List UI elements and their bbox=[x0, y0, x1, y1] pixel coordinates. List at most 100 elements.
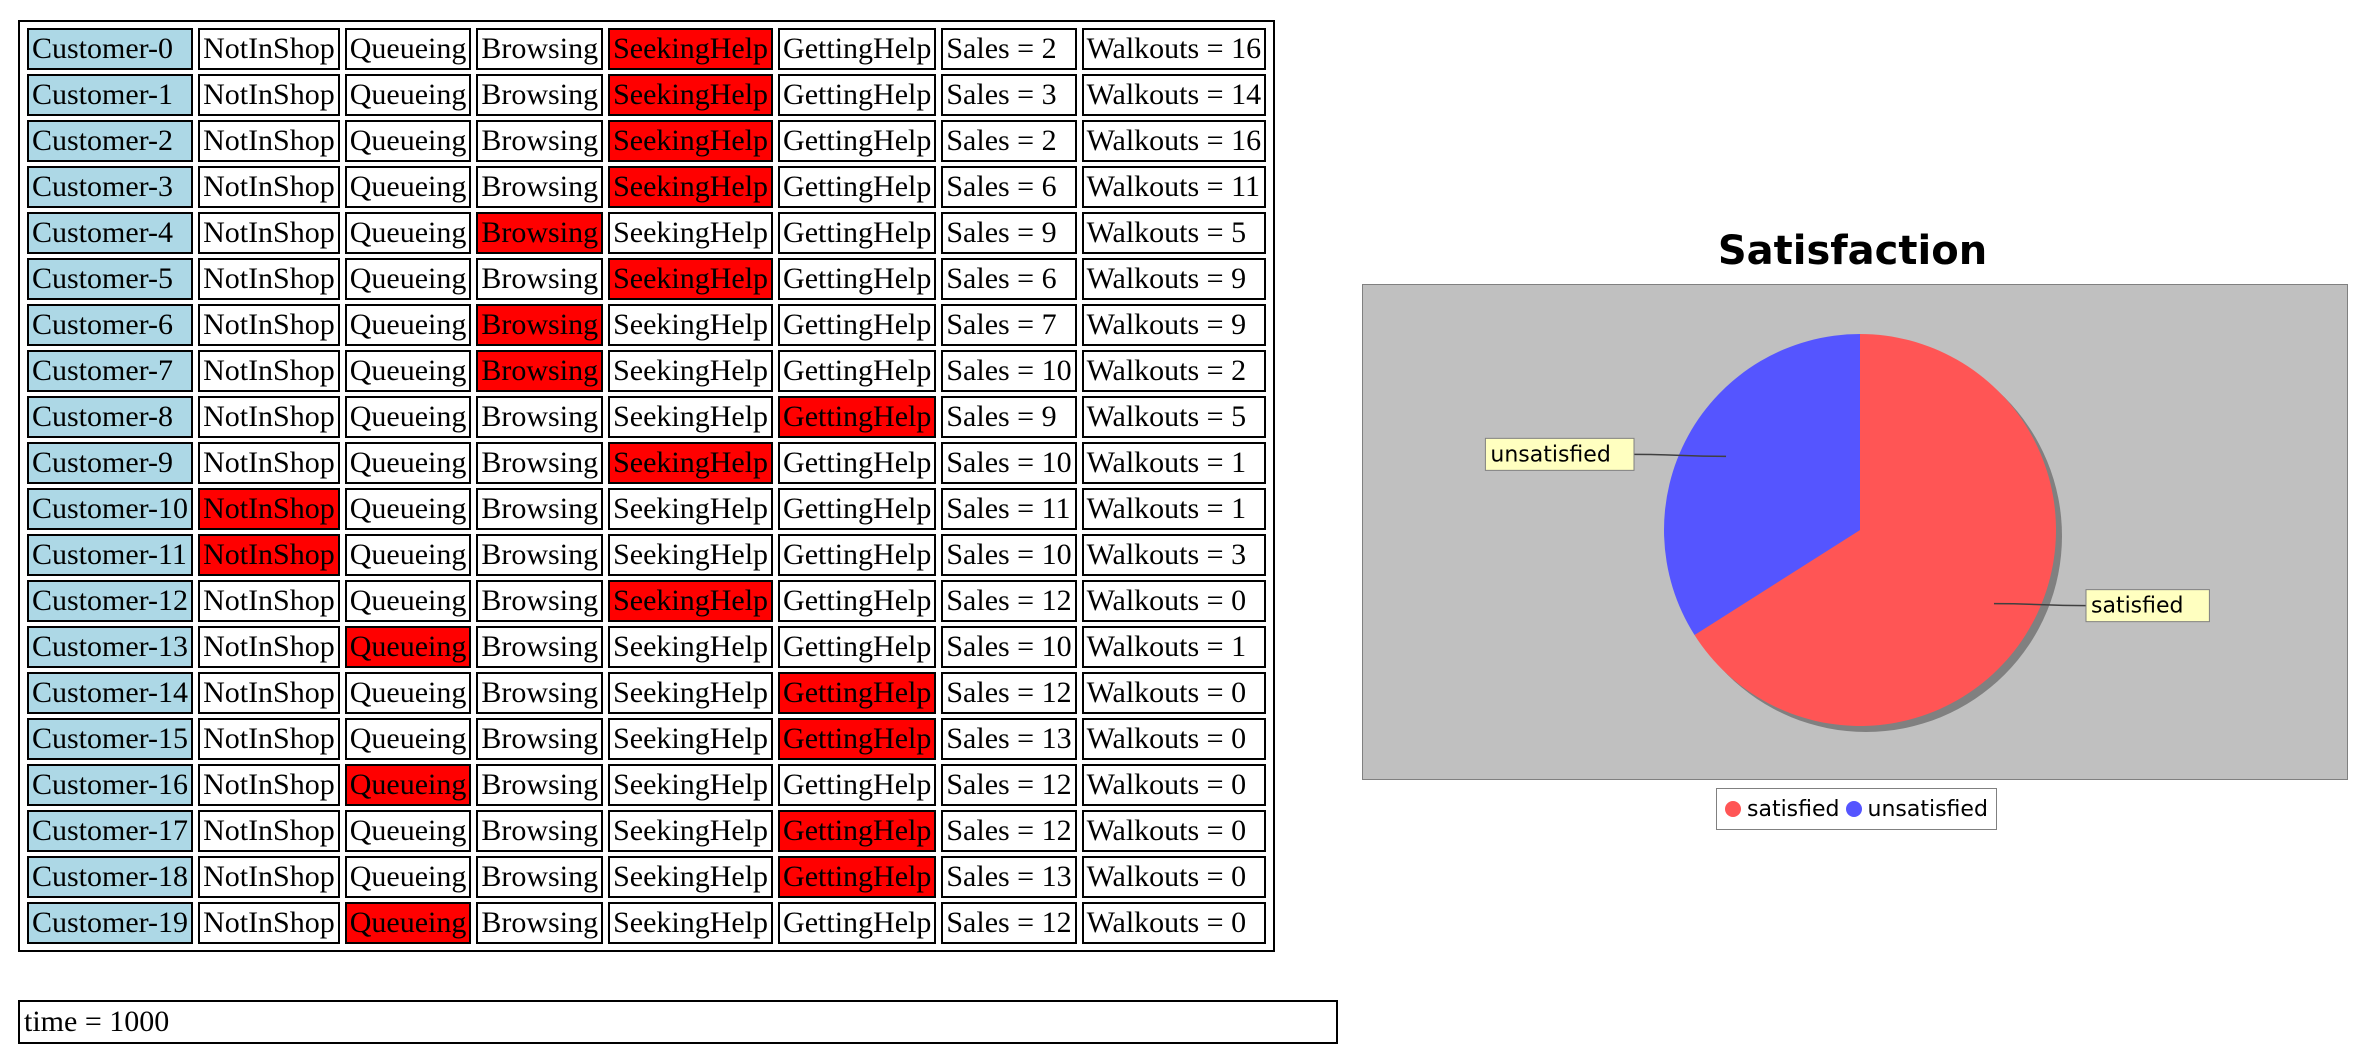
walkouts-cell: Walkouts = 0 bbox=[1081, 580, 1267, 622]
walkouts-cell: Walkouts = 14 bbox=[1081, 74, 1267, 116]
customer-name-cell: Customer-10 bbox=[27, 488, 194, 530]
customer-name-cell: Customer-16 bbox=[27, 764, 194, 806]
state-cell-getting-help: GettingHelp bbox=[778, 902, 937, 944]
customer-name-cell: Customer-2 bbox=[27, 120, 194, 162]
state-cell-getting-help: GettingHelp bbox=[778, 28, 937, 70]
state-cell-getting-help: GettingHelp bbox=[778, 74, 937, 116]
customer-name-cell: Customer-4 bbox=[27, 212, 194, 254]
table-row: Customer-9 NotInShop Queueing Browsing Seeki… bbox=[27, 442, 1267, 484]
state-cell-browsing: Browsing bbox=[476, 442, 604, 484]
state-cell-getting-help: GettingHelp bbox=[778, 810, 937, 852]
table-row: Customer-2 NotInShop Queueing Browsing Seeki… bbox=[27, 120, 1267, 162]
state-cell-not-in-shop: NotInShop bbox=[198, 166, 340, 208]
state-cell-seeking-help: SeekingHelp bbox=[608, 28, 774, 70]
state-cell-browsing: Browsing bbox=[476, 212, 604, 254]
state-cell-not-in-shop: NotInShop bbox=[198, 856, 340, 898]
state-cell-browsing: Browsing bbox=[476, 534, 604, 576]
sales-cell: Sales = 2 bbox=[941, 120, 1077, 162]
state-cell-seeking-help: SeekingHelp bbox=[608, 626, 774, 668]
table-row: Customer-3 NotInShop Queueing Browsing Seeki… bbox=[27, 166, 1267, 208]
state-cell-seeking-help: SeekingHelp bbox=[608, 672, 774, 714]
state-cell-queueing: Queueing bbox=[344, 258, 472, 300]
state-cell-not-in-shop: NotInShop bbox=[198, 764, 340, 806]
state-cell-getting-help: GettingHelp bbox=[778, 672, 937, 714]
state-cell-queueing: Queueing bbox=[344, 212, 472, 254]
state-cell-browsing: Browsing bbox=[476, 74, 604, 116]
state-cell-seeking-help: SeekingHelp bbox=[608, 488, 774, 530]
pie-label-text: satisfied bbox=[2091, 594, 2184, 619]
table-row: Customer-15 NotInShop Queueing Browsing Seek… bbox=[27, 718, 1267, 760]
pie-slice-unsatisfied bbox=[1664, 334, 1860, 636]
state-cell-not-in-shop: NotInShop bbox=[198, 902, 340, 944]
walkouts-cell: Walkouts = 5 bbox=[1081, 212, 1267, 254]
table-row: Customer-12 NotInShop Queueing Browsing Seek… bbox=[27, 580, 1267, 622]
state-cell-queueing: Queueing bbox=[344, 166, 472, 208]
sales-cell: Sales = 9 bbox=[941, 212, 1077, 254]
state-cell-browsing: Browsing bbox=[476, 580, 604, 622]
sales-cell: Sales = 3 bbox=[941, 74, 1077, 116]
state-cell-not-in-shop: NotInShop bbox=[198, 810, 340, 852]
table-row: Customer-4 NotInShop Queueing Browsing Seeki… bbox=[27, 212, 1267, 254]
state-cell-browsing: Browsing bbox=[476, 672, 604, 714]
state-cell-not-in-shop: NotInShop bbox=[198, 74, 340, 116]
state-cell-queueing: Queueing bbox=[344, 534, 472, 576]
sales-cell: Sales = 12 bbox=[941, 764, 1077, 806]
walkouts-cell: Walkouts = 0 bbox=[1081, 810, 1267, 852]
state-cell-not-in-shop: NotInShop bbox=[198, 304, 340, 346]
state-cell-getting-help: GettingHelp bbox=[778, 350, 937, 392]
table-row: Customer-17 NotInShop Queueing Browsing Seek… bbox=[27, 810, 1267, 852]
customer-name-cell: Customer-15 bbox=[27, 718, 194, 760]
table-row: Customer-13 NotInShop Queueing Browsing Seek… bbox=[27, 626, 1267, 668]
state-cell-queueing: Queueing bbox=[344, 764, 472, 806]
legend-item-satisfied: satisfied bbox=[1725, 797, 1840, 822]
customer-name-cell: Customer-5 bbox=[27, 258, 194, 300]
chart-legend: satisfied unsatisfied bbox=[1716, 788, 1997, 830]
table-row: Customer-7 NotInShop Queueing Browsing Seeki… bbox=[27, 350, 1267, 392]
sales-cell: Sales = 7 bbox=[941, 304, 1077, 346]
customer-state-table: Customer-0 NotInShop Queueing Browsing Seeki… bbox=[22, 24, 1271, 948]
state-cell-getting-help: GettingHelp bbox=[778, 580, 937, 622]
pie-plot-area: satisfied unsatisfied bbox=[1362, 284, 2348, 780]
state-cell-getting-help: GettingHelp bbox=[778, 488, 937, 530]
sales-cell: Sales = 6 bbox=[941, 166, 1077, 208]
state-cell-seeking-help: SeekingHelp bbox=[608, 258, 774, 300]
walkouts-cell: Walkouts = 3 bbox=[1081, 534, 1267, 576]
state-cell-not-in-shop: NotInShop bbox=[198, 120, 340, 162]
customer-name-cell: Customer-19 bbox=[27, 902, 194, 944]
state-cell-seeking-help: SeekingHelp bbox=[608, 902, 774, 944]
customer-name-cell: Customer-13 bbox=[27, 626, 194, 668]
sales-cell: Sales = 12 bbox=[941, 580, 1077, 622]
state-cell-not-in-shop: NotInShop bbox=[198, 396, 340, 438]
state-cell-seeking-help: SeekingHelp bbox=[608, 304, 774, 346]
state-cell-getting-help: GettingHelp bbox=[778, 442, 937, 484]
state-cell-queueing: Queueing bbox=[344, 442, 472, 484]
sales-cell: Sales = 2 bbox=[941, 28, 1077, 70]
state-cell-browsing: Browsing bbox=[476, 28, 604, 70]
walkouts-cell: Walkouts = 5 bbox=[1081, 396, 1267, 438]
walkouts-cell: Walkouts = 1 bbox=[1081, 442, 1267, 484]
state-cell-queueing: Queueing bbox=[344, 810, 472, 852]
customer-name-cell: Customer-8 bbox=[27, 396, 194, 438]
pie-label-unsatisfied: unsatisfied bbox=[1484, 437, 1727, 471]
legend-label: satisfied bbox=[1747, 796, 1840, 822]
walkouts-cell: Walkouts = 2 bbox=[1081, 350, 1267, 392]
time-display: time = 1000 bbox=[18, 1000, 1338, 1044]
state-cell-not-in-shop: NotInShop bbox=[198, 672, 340, 714]
state-cell-browsing: Browsing bbox=[476, 120, 604, 162]
state-cell-browsing: Browsing bbox=[476, 718, 604, 760]
customer-name-cell: Customer-18 bbox=[27, 856, 194, 898]
state-cell-seeking-help: SeekingHelp bbox=[608, 74, 774, 116]
state-cell-getting-help: GettingHelp bbox=[778, 856, 937, 898]
state-cell-queueing: Queueing bbox=[344, 28, 472, 70]
legend-label: unsatisfied bbox=[1867, 796, 1988, 822]
pie-slice-satisfied bbox=[1694, 334, 2056, 726]
state-cell-getting-help: GettingHelp bbox=[778, 764, 937, 806]
state-cell-queueing: Queueing bbox=[344, 120, 472, 162]
state-cell-getting-help: GettingHelp bbox=[778, 396, 937, 438]
state-cell-getting-help: GettingHelp bbox=[778, 258, 937, 300]
legend-item-unsatisfied: unsatisfied bbox=[1845, 796, 1988, 822]
state-cell-not-in-shop: NotInShop bbox=[198, 258, 340, 300]
state-cell-getting-help: GettingHelp bbox=[778, 166, 937, 208]
legend-dot-icon bbox=[1725, 801, 1741, 817]
state-cell-seeking-help: SeekingHelp bbox=[608, 212, 774, 254]
